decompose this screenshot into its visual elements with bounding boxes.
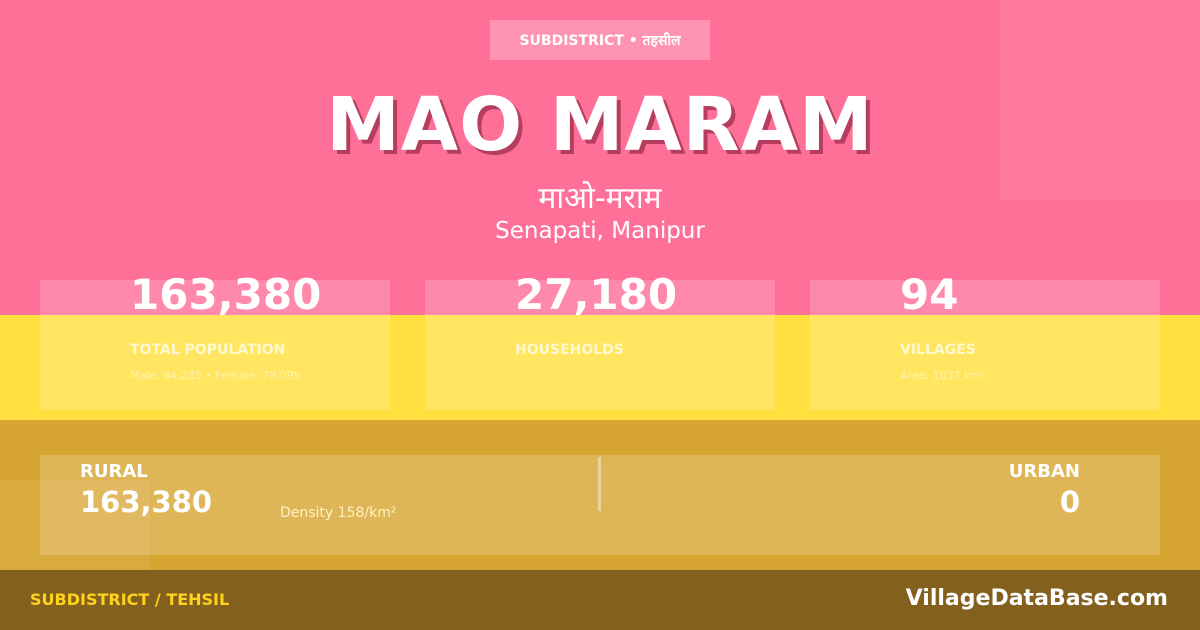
stat-card-households: 27,180 HOUSEHOLDS [425,270,775,410]
rural-urban-band [0,420,1200,570]
type-badge: SUBDISTRICT • तहसील [490,20,710,60]
decoration [1000,0,1200,200]
stat-label: HOUSEHOLDS [515,342,624,358]
location: Senapati, Manipur [495,218,705,244]
decoration [0,480,150,570]
title-hindi: माओ-मराम [538,181,662,216]
density: Density 158/km² [280,505,397,521]
stat-card-villages: 94 VILLAGES Area: 1037 km² [810,270,1160,410]
stat-value: 94 [900,270,959,319]
page-title: MAO MARAM [326,82,874,168]
rural-urban-panel: RURAL 163,380 Density 158/km² URBAN 0 [40,455,1160,555]
stat-label: VILLAGES [900,342,976,358]
stat-sub: Male: 84,285 • Female: 79,095 [130,369,301,382]
divider [598,457,601,511]
stat-card-population: 163,380 TOTAL POPULATION Male: 84,285 • … [40,270,390,410]
footer-band [0,570,1200,630]
footer-category: SUBDISTRICT / TEHSIL [30,590,230,609]
brand-logo[interactable]: VillageDataBase.com [905,586,1168,611]
stats-band [0,315,1200,420]
rural-value: 163,380 [80,485,213,519]
header-band [0,0,1200,315]
urban-label: URBAN [1008,461,1080,482]
stat-value: 27,180 [515,270,678,319]
stat-sub: Area: 1037 km² [900,369,986,382]
stat-value: 163,380 [130,270,322,319]
rural-label: RURAL [80,461,148,482]
stat-label: TOTAL POPULATION [130,342,286,358]
urban-value: 0 [1059,485,1080,519]
